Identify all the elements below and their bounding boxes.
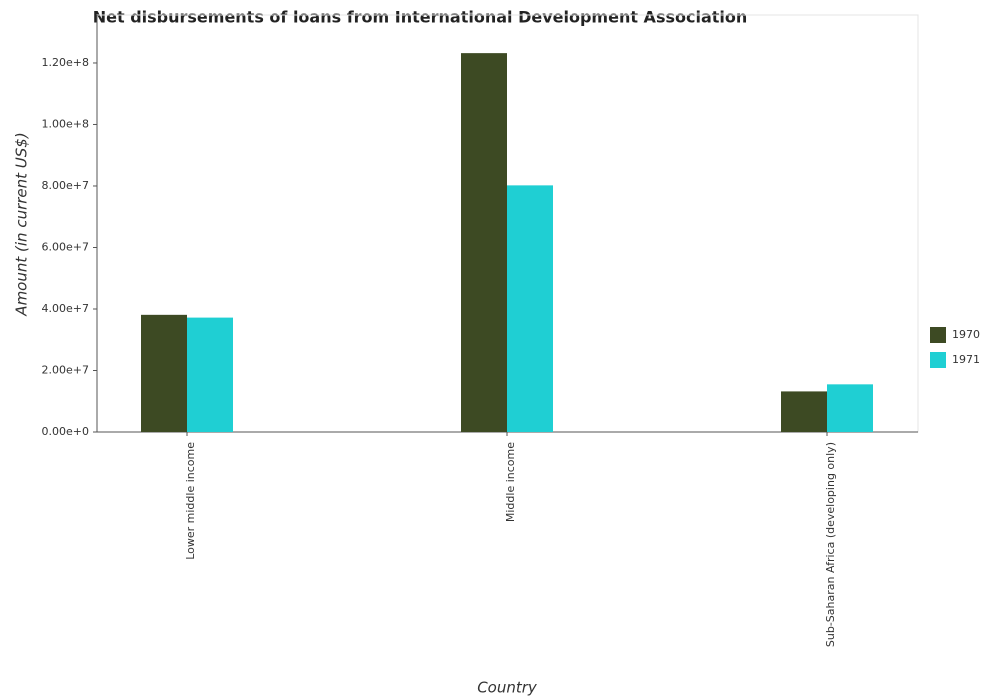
y-tick-label: 1.00e+8 (42, 117, 89, 130)
y-axis-label: Amount (in current US$) (13, 132, 31, 316)
bar (827, 384, 873, 432)
y-tick-label: 6.00e+7 (42, 240, 89, 253)
y-tick-label: 8.00e+7 (42, 179, 89, 192)
bar (507, 185, 553, 432)
x-tick-label: Sub-Saharan Africa (developing only) (824, 442, 837, 647)
legend-swatch (930, 327, 946, 343)
x-axis-label: Country (477, 679, 538, 697)
bar (187, 317, 233, 432)
y-tick-label: 4.00e+7 (42, 302, 89, 315)
legend-label: 1970 (952, 328, 980, 341)
y-tick-label: 1.20e+8 (42, 56, 89, 69)
chart-title: Net disbursements of loans from Internat… (93, 8, 748, 27)
bar (461, 53, 507, 432)
y-tick-label: 0.00e+0 (42, 425, 89, 438)
bar (781, 391, 827, 432)
bar (141, 314, 187, 432)
x-tick-label: Middle income (504, 442, 517, 522)
y-tick-label: 2.00e+7 (42, 363, 89, 376)
x-tick-label: Lower middle income (184, 442, 197, 560)
legend-swatch (930, 352, 946, 368)
legend-label: 1971 (952, 353, 980, 366)
